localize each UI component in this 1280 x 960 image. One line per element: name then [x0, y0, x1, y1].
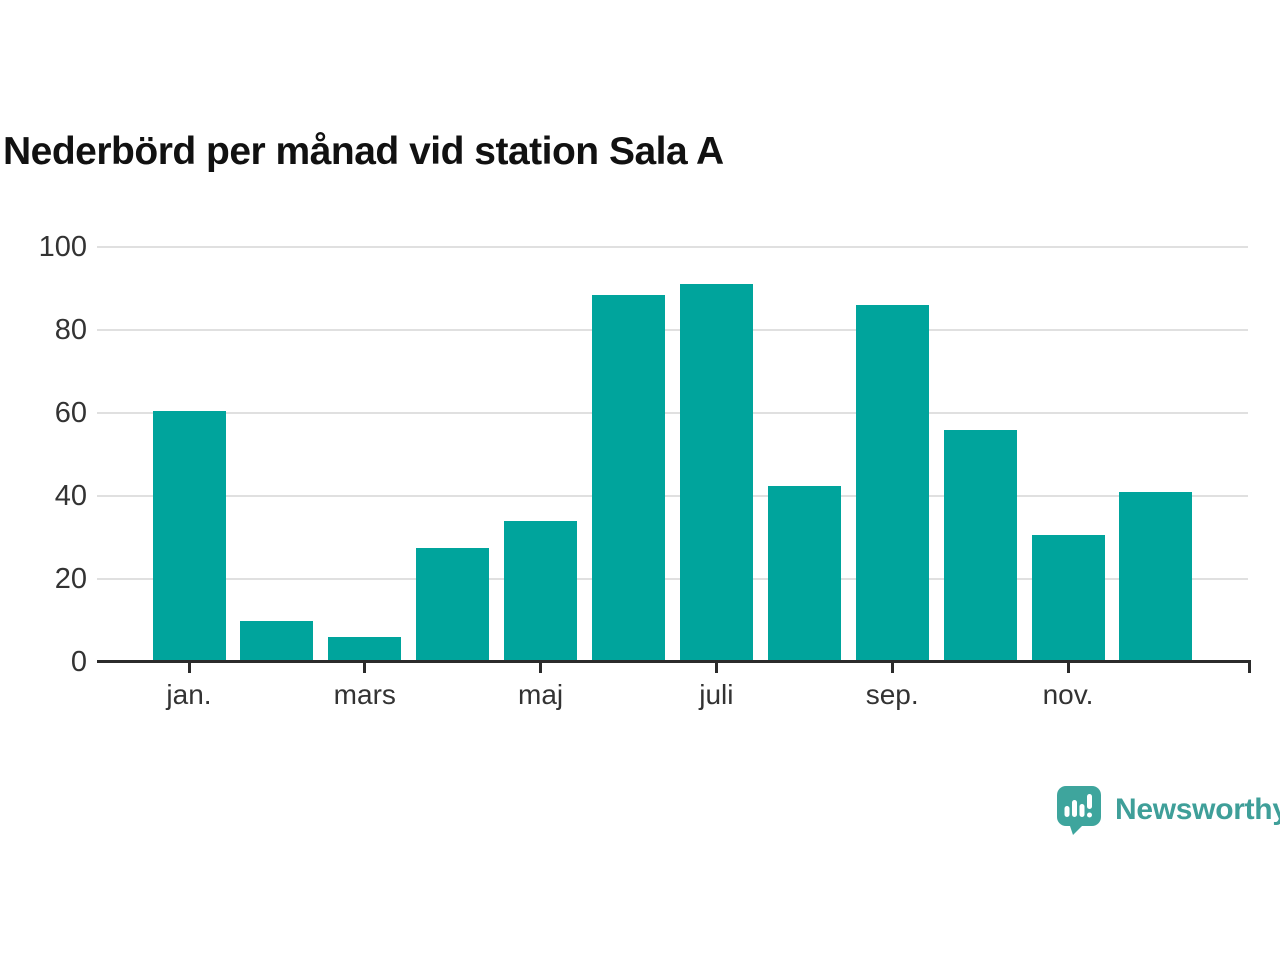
- logo-exclamation-line: [1087, 794, 1092, 809]
- logo-bar-1: [1064, 806, 1070, 817]
- brand-name: Newsworthy: [1115, 793, 1280, 826]
- bar-aug: [767, 485, 841, 662]
- bar-feb: [240, 620, 314, 662]
- x-axis-tick-juli: [714, 663, 718, 673]
- y-tick-label-40: 40: [54, 480, 87, 512]
- x-axis-tick-sep: [890, 663, 894, 673]
- logo-exclamation-dot: [1087, 812, 1092, 818]
- x-tick-label-mars: mars: [333, 679, 396, 710]
- x-tick-label-sep: sep.: [865, 679, 919, 710]
- gridline-40: [97, 495, 1248, 497]
- logo-bar-2: [1072, 800, 1077, 817]
- gridline-60: [97, 412, 1248, 414]
- bar-maj: [504, 520, 578, 662]
- bar-dec: [1119, 491, 1193, 662]
- logo-bar-3: [1079, 804, 1085, 817]
- x-axis-end-cap: [1248, 660, 1251, 673]
- y-tick-label-0: 0: [70, 646, 87, 678]
- y-tick-label-100: 100: [38, 231, 87, 263]
- gridline-80: [97, 329, 1248, 331]
- y-tick-label-60: 60: [54, 397, 87, 429]
- x-axis-line: [97, 660, 1251, 663]
- x-tick-label-nov: nov.: [1042, 679, 1094, 710]
- brand-footer: Newsworthy: [1056, 785, 1280, 835]
- newsworthy-logo-icon: [1057, 786, 1101, 835]
- bar-jan: [152, 410, 226, 662]
- bar-juni: [592, 294, 665, 662]
- x-axis-tick-nov: [1066, 663, 1070, 673]
- x-tick-label-maj: maj: [518, 679, 564, 710]
- bar-nov: [1031, 535, 1105, 662]
- chart-title: Nederbörd per månad vid station Sala A: [3, 130, 724, 173]
- gridline-100: [97, 246, 1248, 248]
- x-tick-label-jan: jan.: [166, 679, 212, 710]
- bar-mars: [328, 637, 402, 662]
- x-axis-tick-maj: [539, 663, 543, 673]
- bar-juli: [679, 284, 753, 662]
- bar-sep: [855, 305, 929, 662]
- x-tick-label-juli: juli: [699, 679, 734, 710]
- gridline-20: [97, 578, 1248, 580]
- bar-april: [416, 547, 490, 662]
- x-axis-tick-jan: [187, 663, 191, 673]
- y-tick-label-20: 20: [54, 563, 87, 595]
- bar-okt: [943, 429, 1017, 662]
- y-tick-label-80: 80: [54, 314, 87, 346]
- x-axis-tick-mars: [363, 663, 367, 673]
